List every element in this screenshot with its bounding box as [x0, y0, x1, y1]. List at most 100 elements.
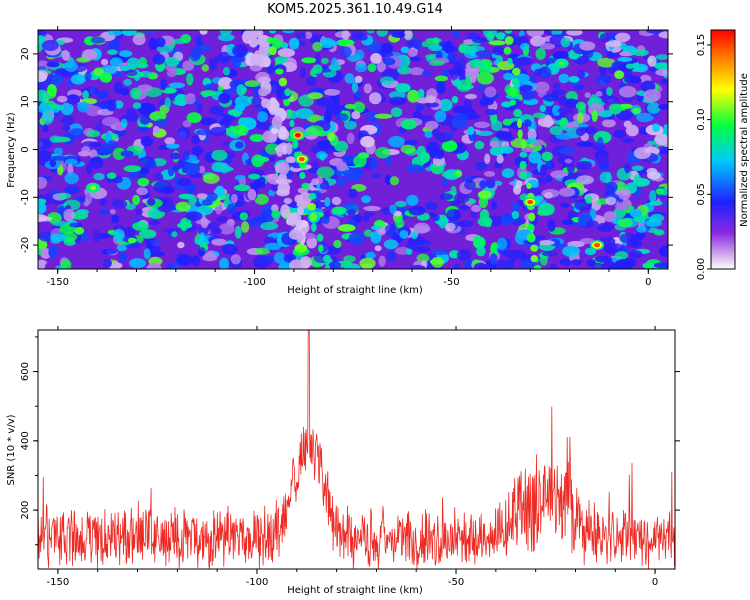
heatmap-cell	[56, 95, 68, 103]
heatmap-cell	[489, 215, 502, 227]
heatmap-cell	[496, 154, 504, 164]
heatmap-cell	[92, 229, 101, 243]
heatmap-cell	[473, 121, 491, 129]
heatmap-cell	[314, 87, 324, 94]
heatmap-cell	[386, 250, 397, 262]
heatmap-cell	[172, 38, 187, 44]
heatmap-cell	[424, 102, 439, 108]
heatmap-cell	[196, 103, 203, 114]
heatmap-cell	[663, 248, 668, 256]
heatmap-cell	[175, 201, 191, 212]
heatmap-hot-spot	[558, 61, 565, 66]
heatmap-cell	[324, 210, 331, 219]
heatmap-cell	[406, 248, 413, 256]
heatmap-cell	[337, 224, 356, 232]
heatmap-cell	[182, 60, 195, 71]
heatmap-ridge-cell	[520, 139, 527, 149]
heatmap-cell	[124, 69, 138, 77]
heatmap-cell	[198, 165, 206, 174]
heatmap-cell	[559, 147, 576, 155]
heatmap-cell	[407, 164, 424, 173]
heatmap-cell	[152, 125, 160, 134]
heatmap-cell	[354, 75, 363, 84]
heatmap-cell	[289, 259, 303, 269]
heatmap-cell	[230, 254, 241, 265]
heatmap-cell	[310, 161, 320, 170]
heatmap-ridge-cell	[505, 36, 514, 45]
heatmap-cell	[101, 248, 118, 255]
heatmap-cell	[275, 144, 284, 157]
heatmap-cell	[163, 228, 181, 234]
snr-frame	[37, 329, 676, 570]
heatmap-cell	[552, 50, 569, 61]
heatmap-cell	[363, 211, 375, 217]
heatmap-cell	[653, 62, 668, 70]
heatmap-cell	[388, 135, 406, 148]
heatmap-cell	[384, 223, 400, 237]
heatmap-cell	[585, 195, 593, 204]
heatmap-cell	[125, 203, 136, 210]
heatmap-cell	[575, 127, 586, 137]
heatmap-cell	[366, 30, 375, 34]
heatmap-cell	[341, 30, 350, 40]
heatmap-cell	[567, 163, 575, 174]
heatmap-cell	[552, 105, 561, 117]
heatmap-cell	[138, 71, 153, 78]
x-tick-label: -150	[47, 577, 70, 588]
heatmap-cell	[99, 197, 107, 206]
heatmap-cell	[566, 30, 583, 36]
heatmap-cell	[539, 43, 556, 50]
heatmap-ridge-cell	[323, 254, 331, 263]
heatmap-cell	[352, 101, 366, 114]
heatmap-cell	[571, 259, 582, 265]
heatmap-cell	[215, 113, 233, 125]
heatmap-cell	[183, 150, 190, 161]
heatmap-cell	[534, 81, 550, 94]
heatmap-cell	[647, 55, 657, 67]
heatmap-cell	[168, 82, 186, 89]
heatmap-cell	[182, 120, 192, 128]
heatmap-cell	[280, 204, 290, 218]
heatmap-cell	[464, 93, 477, 100]
heatmap-cell	[445, 222, 456, 232]
heatmap-cell	[500, 146, 514, 154]
heatmap-cell	[109, 209, 116, 215]
heatmap-cell	[60, 259, 72, 269]
heatmap-cell	[235, 141, 244, 149]
heatmap-cell	[165, 56, 180, 67]
heatmap-cell	[374, 113, 393, 119]
heatmap-cell	[62, 125, 71, 131]
heatmap-cell	[174, 94, 189, 107]
heatmap-cell	[265, 143, 280, 155]
heatmap-cell	[484, 86, 497, 98]
heatmap-cell	[140, 136, 154, 147]
heatmap-cell	[631, 165, 644, 171]
heatmap-cell	[511, 211, 520, 219]
colorbar-gradient	[710, 29, 736, 270]
heatmap-cell	[38, 247, 42, 256]
heatmap-cell	[348, 231, 365, 245]
heatmap-ridge-cell	[528, 212, 536, 222]
heatmap-cell	[560, 37, 571, 48]
heatmap-cell	[186, 73, 194, 86]
heatmap-cell	[201, 64, 209, 72]
heatmap-ridge-cell	[519, 151, 528, 158]
x-tick-label: -50	[448, 577, 464, 588]
heatmap-cell	[491, 200, 498, 210]
heatmap-cell	[171, 231, 178, 238]
heatmap-cell	[264, 242, 282, 251]
heatmap-cell	[584, 126, 598, 134]
heatmap-cell	[565, 122, 579, 128]
heatmap-cell	[316, 166, 335, 179]
heatmap-cell	[38, 103, 52, 114]
heatmap-cell	[595, 91, 603, 97]
heatmap-cell	[492, 46, 505, 56]
heatmap-cell	[186, 112, 202, 124]
heatmap-cell	[38, 89, 49, 102]
heatmap-cell	[632, 178, 651, 187]
heatmap-cell	[471, 204, 481, 213]
heatmap-cell	[139, 115, 151, 125]
heatmap-cell	[177, 254, 193, 267]
heatmap-cell	[351, 80, 359, 94]
heatmap-cell	[295, 108, 314, 119]
